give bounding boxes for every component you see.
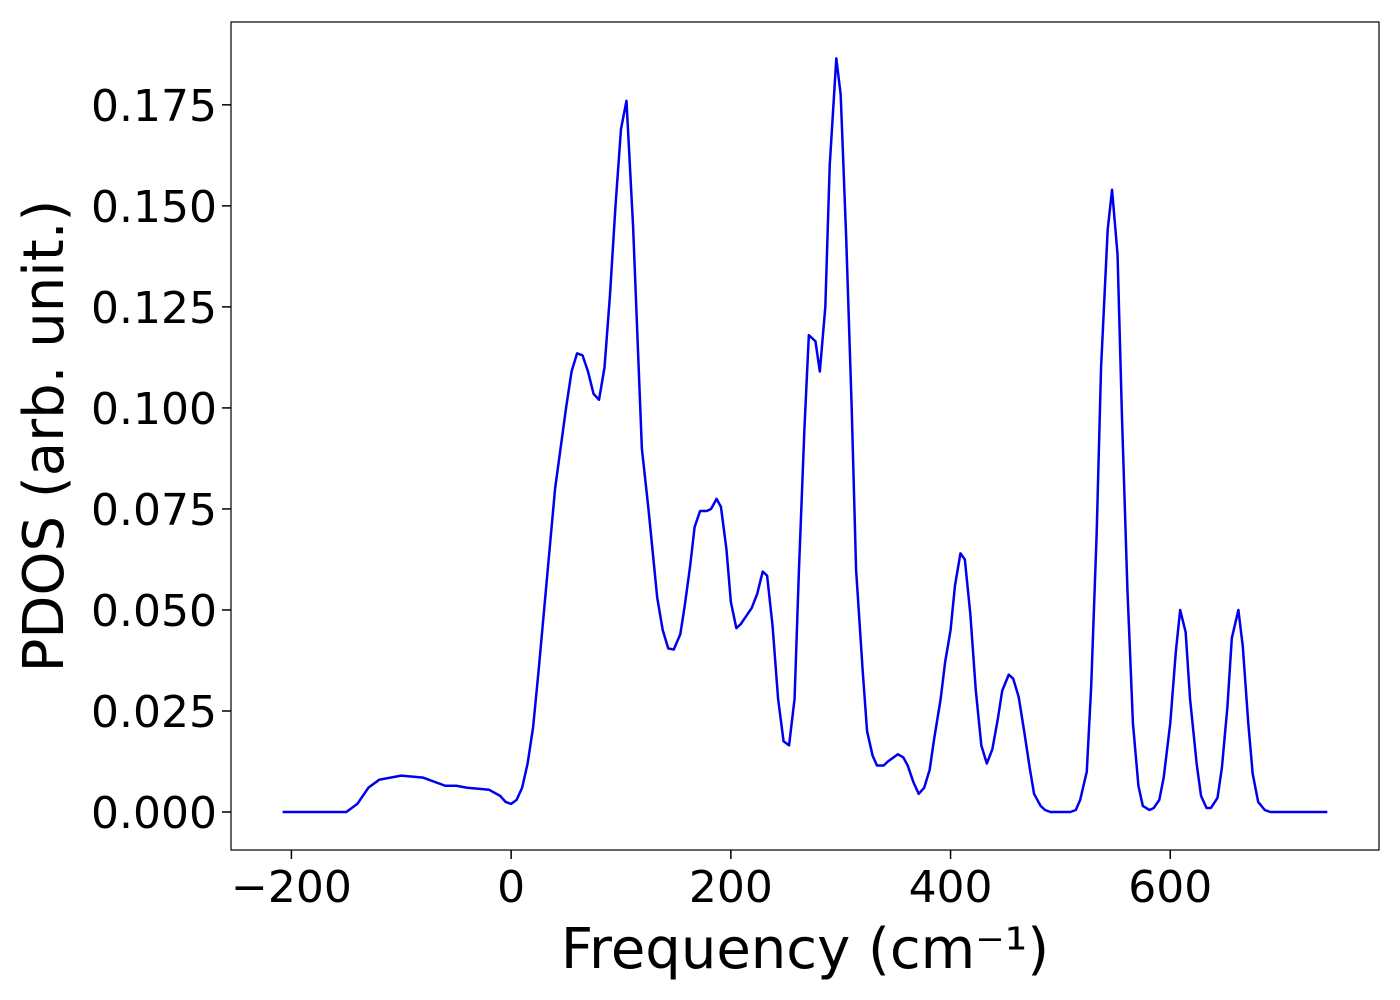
y-tick-label: 0.000 [91, 788, 217, 839]
x-tick-label: 600 [1128, 862, 1212, 913]
y-axis-label: PDOS (arb. unit.) [12, 200, 77, 673]
y-tick-label: 0.125 [91, 283, 217, 334]
y-tick-label: 0.075 [91, 485, 217, 536]
x-tick-label: −200 [231, 862, 352, 913]
y-tick-label: 0.100 [91, 384, 217, 435]
x-tick-label: 200 [689, 862, 773, 913]
x-tick-label: 400 [909, 862, 993, 913]
y-tick-label: 0.050 [91, 586, 217, 637]
x-tick-label: 0 [497, 862, 525, 913]
plot-frame [230, 21, 1380, 851]
y-tick-label: 0.150 [91, 182, 217, 233]
y-tick-label: 0.025 [91, 687, 217, 738]
y-tick-label: 0.175 [91, 81, 217, 132]
x-axis-label: Frequency (cm⁻¹) [561, 917, 1049, 982]
data-line [282, 57, 1328, 814]
